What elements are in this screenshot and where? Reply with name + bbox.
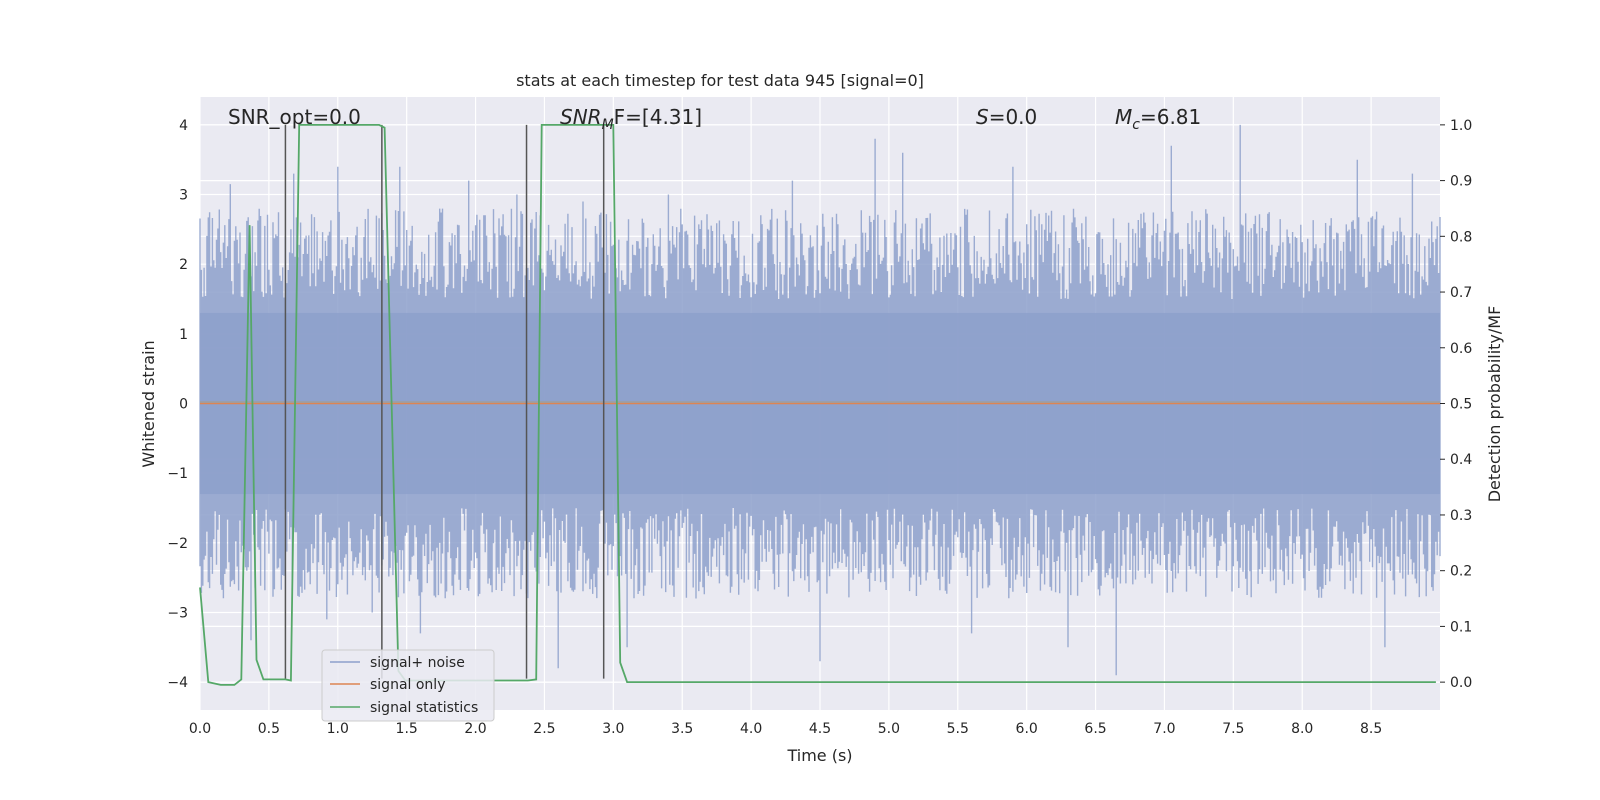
legend-label-signal-only: signal only	[370, 677, 445, 693]
x-tick-label: 0.0	[189, 721, 211, 737]
x-tick-label: 6.5	[1084, 721, 1106, 737]
y-axis-left-label: Whitened strain	[139, 340, 158, 467]
y-tick-label-right: 0.9	[1450, 174, 1472, 190]
annotation-s: S=0.0	[976, 105, 1037, 129]
annotation-snr-mf-main: SNR	[560, 105, 602, 129]
y-axis-left-ticks: 4 3 2 1 0 −1 −2 −3 −4	[167, 118, 188, 691]
x-tick-label: 2.0	[464, 721, 486, 737]
legend-label-signal-noise: signal+ noise	[370, 655, 465, 671]
annotation-mc: Mc=6.81	[1115, 105, 1201, 133]
x-tick-label: 1.0	[327, 721, 349, 737]
vertical-markers	[284, 124, 605, 679]
y-tick-label-left: 3	[179, 188, 188, 204]
y-axis-right-ticks: 1.0 0.9 0.8 0.7 0.6 0.5 0.4 0.3 0.2 0.1 0.0	[1440, 118, 1472, 691]
y-tick-label-right: 0.7	[1450, 285, 1472, 301]
annotation-mc-rest: =6.81	[1140, 105, 1201, 129]
x-tick-label: 8.5	[1360, 721, 1382, 737]
y-tick-label-right: 0.1	[1450, 619, 1472, 635]
signal-statistics-series	[199, 124, 1436, 686]
y-tick-label-right: 0.5	[1450, 397, 1472, 413]
x-tick-label: 1.5	[396, 721, 418, 737]
x-tick-label: 8.0	[1291, 721, 1313, 737]
y-tick-label-right: 1.0	[1450, 118, 1472, 134]
y-tick-label-left: 2	[179, 257, 188, 273]
x-tick-label: 0.5	[258, 721, 280, 737]
y-tick-label-right: 0.8	[1450, 229, 1472, 245]
y-tick-label-left: 4	[179, 118, 188, 134]
y-tick-label-right: 0.2	[1450, 564, 1472, 580]
x-axis-label: Time (s)	[786, 746, 852, 765]
y-tick-label-left: −3	[167, 605, 188, 621]
chart-title: stats at each timestep for test data 945…	[516, 71, 924, 90]
annotation-snr-mf: SNRMF=[4.31]	[560, 105, 702, 133]
legend: signal+ noise signal only signal statist…	[321, 649, 495, 722]
annotation-mc-sub: c	[1132, 117, 1140, 133]
x-axis-ticks: 0.0 0.5 1.0 1.5 2.0 2.5 3.0 3.5 4.0 4.5 5.0 5.5 6.0 6…	[189, 721, 1382, 737]
x-tick-label: 3.0	[602, 721, 624, 737]
signal-statistics-line	[199, 124, 1436, 686]
annotation-mc-main: M	[1115, 105, 1132, 129]
y-tick-label-left: 1	[179, 327, 188, 343]
y-axis-right-label: Detection probability/MF	[1485, 306, 1504, 503]
x-tick-label: 7.0	[1153, 721, 1175, 737]
x-tick-label: 5.0	[878, 721, 900, 737]
y-tick-label-left: −1	[167, 466, 188, 482]
annotation-s-main: S	[976, 105, 989, 129]
noise-trace	[199, 124, 1441, 676]
x-tick-label: 3.5	[671, 721, 693, 737]
x-tick-label: 2.5	[533, 721, 555, 737]
x-tick-label: 6.0	[1016, 721, 1038, 737]
y-tick-label-right: 0.6	[1450, 341, 1472, 357]
y-tick-label-left: −4	[167, 675, 188, 691]
y-tick-label-left: 0	[179, 397, 188, 413]
x-tick-label: 4.5	[809, 721, 831, 737]
annotation-snr-opt: SNR_opt=0.0	[228, 105, 361, 129]
annotation-snr-mf-rest: F=[4.31]	[614, 105, 702, 129]
y-tick-label-right: 0.3	[1450, 508, 1472, 524]
annotation-s-rest: =0.0	[989, 105, 1038, 129]
annotation-snr-mf-sub: M	[602, 117, 614, 133]
x-tick-label: 4.0	[740, 721, 762, 737]
legend-label-signal-statistics: signal statistics	[370, 700, 478, 716]
y-tick-label-left: −2	[167, 536, 188, 552]
signal-only-series	[200, 401, 1440, 405]
legend-box	[321, 649, 495, 722]
x-tick-label: 7.5	[1222, 721, 1244, 737]
y-tick-label-right: 0.0	[1450, 675, 1472, 691]
x-tick-label: 5.5	[947, 721, 969, 737]
y-tick-label-right: 0.4	[1450, 452, 1472, 468]
